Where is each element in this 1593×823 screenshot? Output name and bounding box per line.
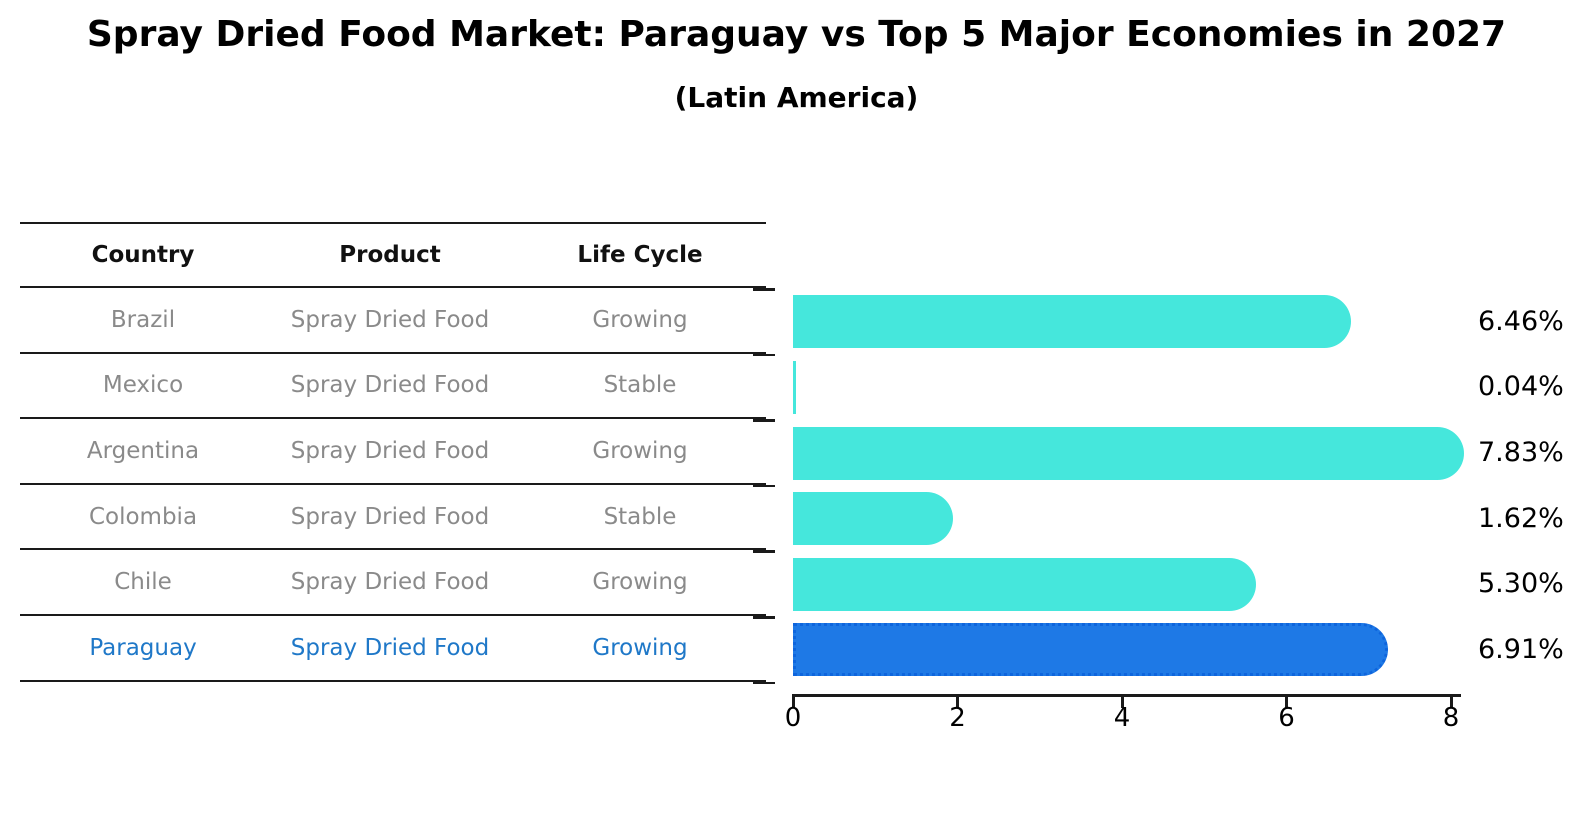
y-axis-tick: [753, 288, 775, 291]
table-cell-country: Argentina: [86, 437, 200, 464]
table-header-product: Product: [339, 242, 441, 268]
table-row: Colombia Spray Dried Food Stable: [20, 485, 766, 551]
bar-colombia: [793, 492, 954, 546]
bar-value-label: 6.91%: [1478, 633, 1564, 665]
bar-value-label: 0.04%: [1478, 371, 1564, 403]
x-axis-tick-label: 4: [1113, 703, 1131, 733]
table-row: Mexico Spray Dried Food Stable: [20, 354, 766, 420]
country-table: Country Product Life Cycle Brazil Spray D…: [20, 222, 766, 682]
table-body: Brazil Spray Dried Food Growing Mexico Spray…: [20, 288, 766, 682]
bar-value-label: 6.46%: [1478, 305, 1564, 337]
table-cell-country: Chile: [114, 569, 172, 596]
table-header-life-cycle: Life Cycle: [577, 242, 703, 268]
table-cell-product: Spray Dried Food: [290, 437, 490, 464]
x-axis-tick: [791, 697, 795, 708]
bar-mexico: [793, 360, 797, 414]
table-cell-life-cycle: Growing: [592, 569, 688, 596]
x-axis-line: [792, 694, 1461, 697]
table-header-country: Country: [91, 242, 195, 268]
x-axis-tick: [1449, 697, 1453, 708]
table-cell-country: Paraguay: [89, 634, 197, 661]
x-axis-tick-label: 0: [784, 703, 802, 733]
y-axis-tick: [753, 484, 775, 488]
table-cell-country: Colombia: [88, 503, 198, 530]
table-cell-life-cycle: Growing: [592, 634, 688, 661]
bar-value-label: 5.30%: [1478, 568, 1564, 600]
y-axis-tick: [753, 681, 775, 685]
x-axis-tick: [1285, 697, 1288, 708]
y-axis-tick: [753, 550, 775, 553]
bar-chile: [793, 557, 1256, 611]
y-axis-tick: [753, 353, 775, 357]
table-cell-product: Spray Dried Food: [290, 634, 490, 661]
table-row: Argentina Spray Dried Food Growing: [20, 419, 766, 485]
x-axis-tick-label: 8: [1442, 703, 1460, 733]
table-cell-country: Brazil: [110, 306, 176, 333]
table-cell-product: Spray Dried Food: [290, 503, 490, 530]
table-cell-product: Spray Dried Food: [290, 372, 490, 399]
table-header-row: Country Product Life Cycle: [20, 222, 766, 288]
y-axis-tick: [753, 419, 775, 422]
chart-title: Spray Dried Food Market: Paraguay vs Top…: [86, 14, 1507, 55]
x-axis-tick: [1120, 697, 1124, 708]
bar-value-label: 7.83%: [1478, 437, 1564, 468]
table-cell-product: Spray Dried Food: [290, 569, 490, 596]
table-cell-life-cycle: Stable: [603, 372, 677, 399]
table-cell-life-cycle: Stable: [603, 503, 677, 530]
bar-paraguay: [793, 623, 1389, 677]
table-cell-country: Mexico: [102, 372, 184, 399]
x-axis-tick: [956, 697, 959, 708]
y-axis-tick: [753, 616, 775, 619]
x-axis-tick-label: 6: [1278, 703, 1295, 733]
bar-chart-plot-area: [793, 289, 1465, 683]
table-row: Brazil Spray Dried Food Growing: [20, 288, 766, 354]
table-row: Paraguay Spray Dried Food Growing: [20, 616, 766, 682]
table-cell-life-cycle: Growing: [592, 437, 688, 464]
bar-argentina: [793, 426, 1465, 480]
bar-value-label: 1.62%: [1478, 502, 1564, 534]
table-cell-life-cycle: Growing: [592, 306, 688, 333]
x-axis-tick-label: 2: [949, 703, 966, 733]
bar-brazil: [793, 295, 1352, 349]
chart-subtitle: (Latin America): [674, 81, 919, 114]
table-row: Chile Spray Dried Food Growing: [20, 550, 766, 616]
table-cell-product: Spray Dried Food: [290, 306, 490, 333]
